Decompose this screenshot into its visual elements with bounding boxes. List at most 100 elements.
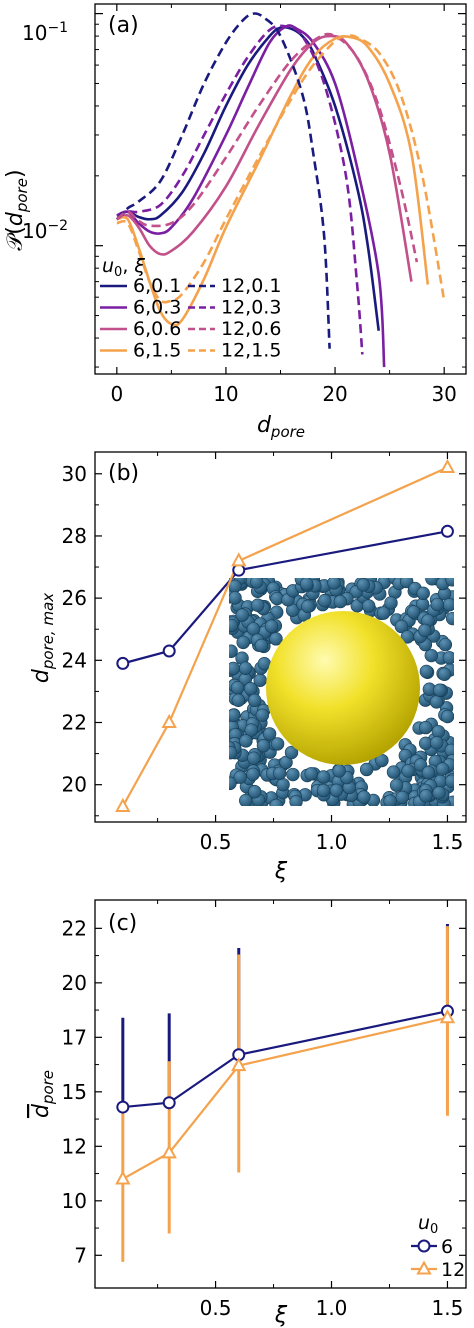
panel-a-legend: u0, ξ 6,0.16,0.36,0.66,1.512,0.112,0.312… (100, 255, 281, 362)
b-point-u0-12 (231, 552, 247, 567)
inset-particle (445, 578, 454, 587)
inset-particle (239, 734, 253, 748)
b-x-tick-label-1.0: 1.0 (316, 830, 348, 854)
b-y-tick-label-28: 28 (62, 524, 87, 548)
b-point-u0-6 (116, 656, 130, 670)
legend-label-12-0-1: 12,0.1 (221, 275, 281, 297)
b-series-line-u0-12 (121, 466, 448, 807)
a-x-tick-label-0: 0 (110, 382, 123, 406)
b-y-tick-label-30: 30 (62, 462, 87, 486)
b-y-tick-label-26: 26 (62, 586, 87, 610)
inset-particle (376, 606, 391, 620)
inset-particle (289, 795, 303, 806)
inset-particle (262, 727, 277, 741)
inset-particle (276, 777, 290, 792)
a-x-tick-label-30: 30 (431, 382, 456, 406)
inset-particle (432, 786, 446, 800)
inset-particle (433, 683, 447, 697)
inset-particle (445, 611, 454, 626)
inset-particle (230, 680, 245, 695)
inset-particle (233, 770, 247, 784)
b-x-tick-label-1.5: 1.5 (432, 830, 464, 854)
inset-particle (359, 762, 374, 777)
inset-particle (229, 591, 242, 605)
c-point-u0-12 (115, 1170, 131, 1185)
legend-label-6-1-5: 6,1.5 (133, 340, 181, 362)
inset-particle (406, 605, 421, 619)
series-line-12-0-1-dashed (115, 12, 331, 349)
inset-particle (299, 578, 314, 591)
inset-particle (437, 667, 452, 681)
inset-particle (444, 774, 454, 788)
series-line-12-0-3-dashed (116, 24, 364, 355)
panel-a-series-group (115, 12, 446, 368)
series-line-12-1-5-dashed (116, 34, 446, 304)
inset-particle (269, 632, 283, 646)
inset-particle (247, 751, 261, 765)
b-point-u0-12 (161, 713, 177, 729)
inset-particle (244, 723, 258, 737)
inset-particle (357, 790, 371, 804)
inset-particle (384, 596, 398, 610)
inset-particle (235, 608, 249, 622)
panel-b-series-group (115, 458, 456, 812)
inset-particle (248, 785, 262, 799)
inset-particle (442, 598, 454, 612)
inset-particle (316, 770, 331, 784)
c-series-line-u0-12 (122, 1016, 448, 1180)
inset-particle (401, 764, 415, 778)
inset-particle (318, 593, 332, 608)
inset-particle (256, 739, 271, 753)
inset-particle (254, 638, 269, 653)
c-y-tick-label-22: 22 (62, 916, 87, 940)
panel-c-frame (94, 899, 467, 1289)
b-point-u0-12 (115, 797, 131, 812)
panel-b-label: (b) (108, 461, 139, 486)
panel-c-ticks: 0.5 1.0 1.5 7 10 12 15 17 20 22 (62, 900, 466, 1320)
a-x-tick-label-10: 10 (213, 382, 238, 406)
inset-particle (246, 622, 261, 636)
inset-sphere (266, 611, 420, 765)
b-point-u0-6 (440, 524, 454, 538)
inset-particle (356, 578, 370, 592)
panel-b-x-axis-label: ξ (274, 859, 288, 884)
panel-b-y-axis-label: dpore, max (29, 593, 57, 683)
inset-particle (430, 597, 444, 612)
c-point-u0-6 (116, 1100, 130, 1114)
a-x-tick-label-20: 20 (322, 382, 347, 406)
panel-a-ticks: 0 10 20 30 (95, 4, 466, 406)
inset-particle (229, 708, 241, 722)
panel-c-label: (c) (108, 911, 137, 936)
inset-particle (316, 783, 331, 798)
series-line-6-0-1-solid (116, 25, 380, 331)
inset-particle (269, 798, 283, 806)
c-series-line-u0-6 (122, 1010, 448, 1109)
c-x-tick-label-1.0: 1.0 (316, 1296, 348, 1320)
inset-particle (327, 578, 341, 590)
panel-b-max-pore-chart: 0.5 1.0 1.5 20 22 24 26 28 30 (b) dpore, max ξ (29, 451, 467, 884)
panel-c-x-axis-label: ξ (274, 1303, 288, 1328)
panel-a-x-axis-label: dpore (257, 413, 305, 441)
inset-particle (421, 765, 436, 780)
inset-particle (442, 651, 454, 665)
inset-particle (430, 735, 444, 750)
b-y-tick-label-20: 20 (62, 773, 87, 797)
panel-a-label: (a) (108, 13, 139, 38)
c-y-tick-label-12: 12 (62, 1134, 87, 1158)
inset-particles (229, 578, 454, 806)
panel-a-distribution-chart: 0 10 20 30 (a) 10−1 10−2 𝒫(dpore) dpore u0,… (3, 3, 467, 441)
inset-particle (419, 789, 433, 803)
b-y-tick-label-22: 22 (62, 711, 87, 735)
series-line-6-0-3-solid (116, 24, 386, 368)
panel-c-y-axis-label: dpore (29, 1070, 57, 1118)
panel-c-series-group (115, 923, 456, 1262)
c-legend-label-12: 12 (441, 1259, 465, 1281)
inset-particle (431, 724, 446, 739)
panel-a-y-axis-label: 𝒫(dpore) (3, 169, 31, 250)
c-legend-label-6: 6 (441, 1236, 453, 1258)
inset-particle (284, 745, 299, 760)
inset-particle (389, 778, 404, 792)
inset-particle (329, 783, 344, 798)
inset-particle (255, 708, 270, 722)
